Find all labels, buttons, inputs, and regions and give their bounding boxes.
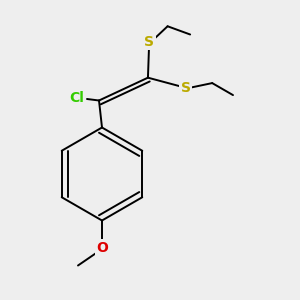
Text: S: S: [144, 35, 154, 49]
Text: S: S: [181, 81, 190, 95]
Text: O: O: [96, 241, 108, 254]
Text: Cl: Cl: [69, 91, 84, 104]
